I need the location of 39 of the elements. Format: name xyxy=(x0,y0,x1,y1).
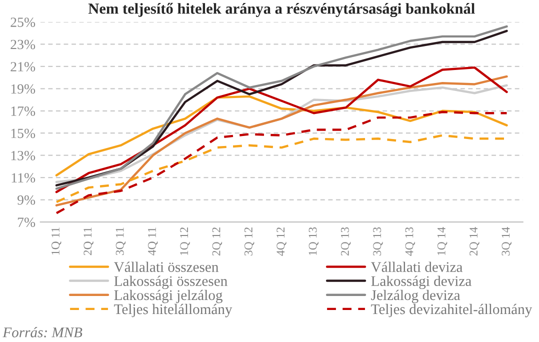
legend-label: Jelzálog deviza xyxy=(371,290,460,304)
y-tick-label: 15% xyxy=(11,128,36,138)
x-tick-label: 2Q 13 xyxy=(340,227,351,256)
text: Forrás: MNB xyxy=(2,327,82,338)
legend-label: Vállalati deviza xyxy=(370,262,463,272)
legend-label: Lakossági összesen xyxy=(114,276,228,290)
y-tick-label: 25% xyxy=(10,18,36,27)
y-tick-label: 9% xyxy=(17,195,36,205)
x-tick-label: 1Q 13 xyxy=(308,227,319,256)
line-series xyxy=(55,66,508,194)
legend-label: Lakossági jelzálog xyxy=(114,290,222,304)
line-series xyxy=(55,95,508,176)
x-tick-label: 1Q 11 xyxy=(52,228,62,255)
x-tick-label: 4Q 12 xyxy=(276,228,286,256)
legend-label: Teljes devizahitel-állomány xyxy=(371,304,532,318)
y-tick-label: 21% xyxy=(10,62,36,72)
x-tick-label: 3Q 12 xyxy=(244,228,254,256)
x-tick-label: 4Q 11 xyxy=(148,228,158,256)
x-tick-label: 2Q 14 xyxy=(470,227,480,256)
line-series xyxy=(55,75,508,206)
x-tick-label: 2Q 12 xyxy=(212,228,222,256)
x-tick-label: 1Q 14 xyxy=(437,227,448,256)
x-tick-label: 3Q 11 xyxy=(116,228,126,256)
legend-label: Teljes hitelállomány xyxy=(114,304,232,318)
y-tick-label: 23% xyxy=(10,40,36,50)
x-tick-label: 3Q 14 xyxy=(502,227,512,256)
x-tick-label: 4Q 13 xyxy=(405,227,416,256)
line-series xyxy=(55,110,508,214)
y-tick-label: 17% xyxy=(11,106,36,116)
y-tick-label: 11% xyxy=(12,173,36,183)
y-tick-label: 7% xyxy=(18,218,36,227)
x-tick-label: 2Q 11 xyxy=(84,228,94,256)
x-tick-label: 3Q 13 xyxy=(373,227,383,256)
chart-title: Nem teljesítő hitelek aránya a részvénytársasági bankoknál xyxy=(88,2,475,18)
legend-label: Lakossági deviza xyxy=(371,276,472,290)
x-tick-label: 1Q 12 xyxy=(180,228,190,256)
legend-label: Vállalati összesen xyxy=(114,262,218,272)
y-tick-label: 13% xyxy=(11,150,36,160)
y-tick-label: 19% xyxy=(11,84,36,94)
